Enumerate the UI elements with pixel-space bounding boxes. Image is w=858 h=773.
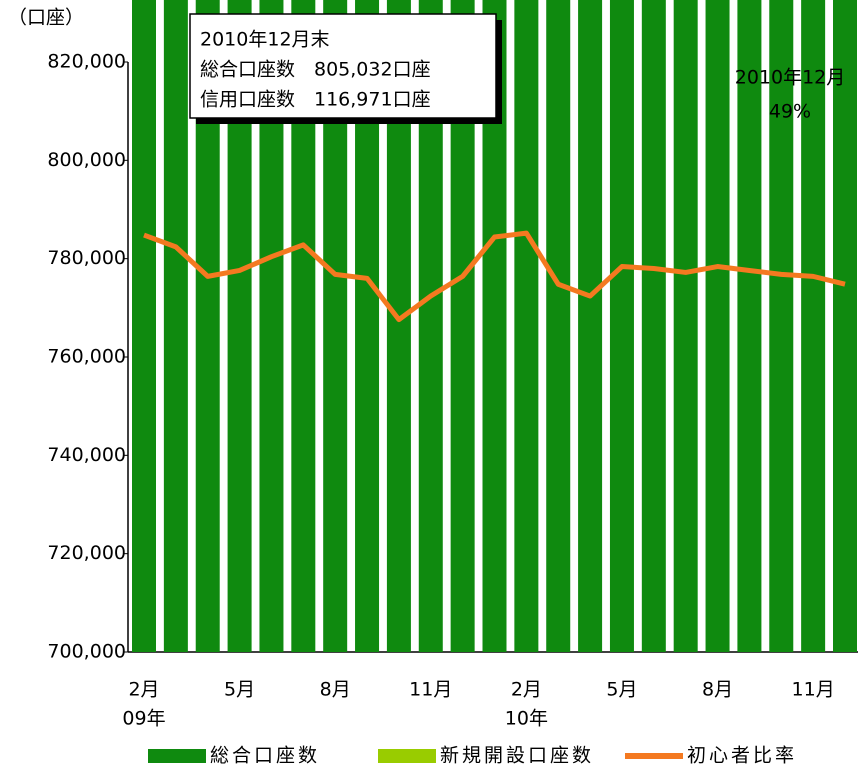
legend-swatch [148,749,206,763]
bar-segment [163,0,188,652]
y-tick-label: 760,000 [47,346,126,368]
y-tick-label: 720,000 [47,542,126,564]
x-tick-label: 2月 [511,679,542,701]
line-series [143,230,846,323]
bar-segment [801,0,826,652]
info-box-line: 2010年12月末 [200,29,330,51]
x-tick-label: 11月 [792,679,835,701]
legend-label: 総合口座数 [210,745,320,767]
bar-segment [546,0,571,652]
x-tick-label: 2月 [128,679,159,701]
legend-swatch [378,749,436,763]
bar-segment [132,0,156,652]
y-tick-label: 780,000 [47,247,126,269]
annotation: 49% [769,101,811,123]
info-box-line: 総合口座数 805,032口座 [200,59,431,81]
bar-segment [833,0,857,652]
y-tick-label: 700,000 [47,641,126,663]
year-label: 10年 [505,708,548,730]
y-tick-label: 820,000 [47,51,126,73]
x-tick-label: 8月 [320,679,351,701]
y-tick-label: 800,000 [47,149,126,171]
x-tick-label: 5月 [606,679,637,701]
bar-segment [578,0,603,652]
bar-segment [769,0,794,652]
y-tick-label: 740,000 [47,444,126,466]
info-box-line: 信用口座数 116,971口座 [200,89,431,111]
bar-segment [673,0,698,652]
x-tick-label: 11月 [409,679,452,701]
annotation: 2010年12月 [735,67,846,89]
bar-segment [641,0,666,652]
info-box [189,13,497,119]
bar-segment [737,0,762,652]
bar-segment [705,0,730,652]
legend-label: 新規開設口座数 [440,745,594,767]
bar-segment [609,0,634,652]
unit-label: （口座） [8,7,84,29]
year-label: 09年 [122,708,165,730]
legend-label: 初心者比率 [687,745,797,767]
bar-segment [514,0,539,652]
x-tick-label: 5月 [224,679,255,701]
x-tick-label: 8月 [702,679,733,701]
